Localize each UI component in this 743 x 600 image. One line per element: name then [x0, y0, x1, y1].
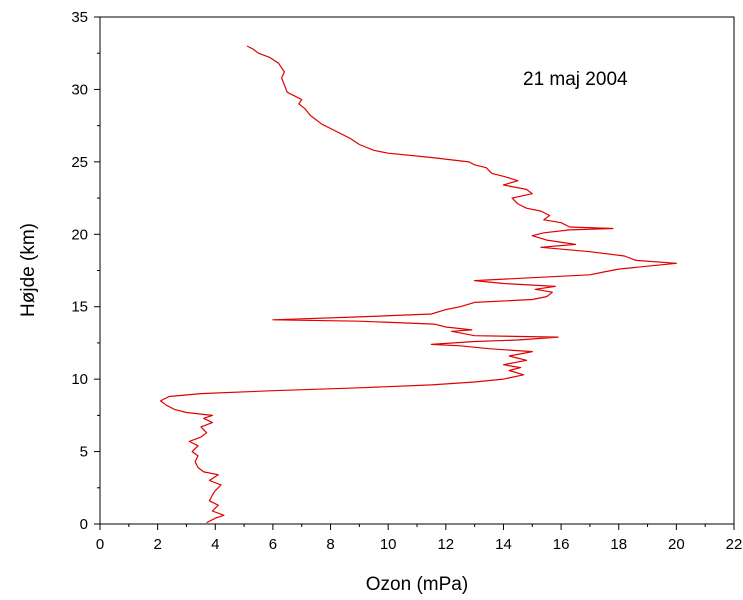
x-tick-label: 8 [326, 536, 334, 553]
x-tick-label: 10 [380, 536, 397, 553]
y-tick-label: 0 [80, 516, 88, 533]
y-axis-title: Højde (km) [18, 223, 39, 317]
x-tick-label: 4 [211, 536, 219, 553]
x-tick-label: 16 [553, 536, 570, 553]
x-tick-label: 22 [726, 536, 743, 553]
axis-ticks [94, 16, 735, 530]
x-tick-label: 2 [153, 536, 161, 553]
x-tick-label: 20 [668, 536, 685, 553]
y-tick-label: 20 [71, 226, 88, 243]
x-axis-title: Ozon (mPa) [366, 574, 468, 595]
series-layer [159, 45, 678, 524]
chart-annotation-date: 21 maj 2004 [523, 69, 628, 90]
y-tick-label: 35 [71, 9, 88, 26]
y-tick-label: 15 [71, 299, 88, 316]
y-tick-label: 25 [71, 154, 88, 171]
x-tick-label: 14 [495, 536, 512, 553]
y-tick-label: 10 [71, 371, 88, 388]
x-tick-label: 12 [437, 536, 454, 553]
y-tick-label: 5 [80, 444, 88, 461]
ozone-series-line [159, 45, 678, 524]
x-tick-label: 6 [269, 536, 277, 553]
x-tick-label: 0 [96, 536, 104, 553]
y-tick-label: 30 [71, 81, 88, 98]
axis-tick-labels: 0 2 4 6 8 10 12 14 16 18 20 22 0 5 10 15 20 25 30 35 [71, 9, 742, 553]
x-tick-label: 18 [610, 536, 627, 553]
